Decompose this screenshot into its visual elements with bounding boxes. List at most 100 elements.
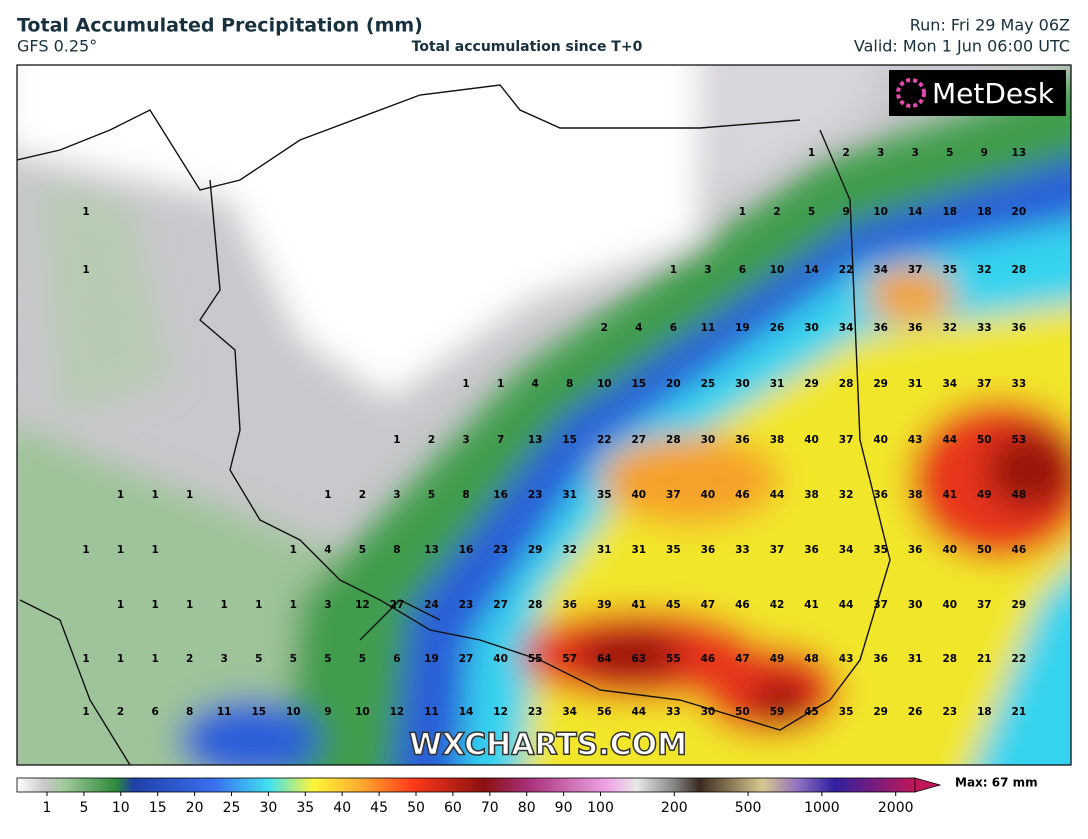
grid-value: 1	[82, 653, 89, 665]
grid-value: 22	[597, 434, 612, 446]
grid-value: 8	[462, 489, 469, 501]
grid-value: 12	[390, 706, 405, 718]
grid-value: 1	[82, 206, 89, 218]
grid-value: 63	[631, 653, 646, 665]
grid-value: 1	[393, 434, 400, 446]
grid-value: 28	[528, 599, 543, 611]
grid-value: 37	[908, 264, 923, 276]
grid-value: 8	[566, 378, 573, 390]
grid-value: 27	[459, 653, 474, 665]
grid-value: 35	[666, 544, 681, 556]
grid-value: 3	[912, 147, 919, 159]
grid-value: 2	[117, 706, 124, 718]
grid-value: 40	[804, 434, 819, 446]
grid-value: 37	[770, 544, 785, 556]
grid-value: 4	[531, 378, 538, 390]
grid-value: 48	[1012, 489, 1027, 501]
grid-value: 14	[908, 206, 923, 218]
grid-value: 1	[151, 599, 158, 611]
grid-value: 4	[635, 322, 642, 334]
grid-value: 6	[151, 706, 158, 718]
grid-value: 14	[459, 706, 474, 718]
borders	[17, 84, 891, 765]
grid-value: 1	[186, 489, 193, 501]
grid-value: 31	[908, 378, 923, 390]
grid-value: 37	[839, 434, 854, 446]
max-label: Max: 67 mm	[955, 776, 1038, 790]
grid-value: 9	[842, 206, 849, 218]
grid-value: 36	[1012, 322, 1027, 334]
logo: MetDesk	[932, 77, 1055, 110]
grid-value: 37	[873, 599, 888, 611]
grid-value: 5	[255, 653, 262, 665]
colorbar-label: 45	[370, 800, 388, 816]
grid-value: 23	[942, 706, 957, 718]
grid-value: 21	[1012, 706, 1027, 718]
grid-value: 6	[393, 653, 400, 665]
grid-value: 16	[459, 544, 474, 556]
grid-value: 24	[424, 599, 439, 611]
grid-value: 34	[562, 706, 577, 718]
grid-value: 33	[1012, 378, 1027, 390]
grid-value: 5	[359, 544, 366, 556]
colorbar-ticks: 1 5 10 15 20 25 30 35 40 45 50 60 70 80 90 100 200 500 100…	[43, 792, 914, 816]
grid-value: 30	[804, 322, 819, 334]
grid-value: 2	[842, 147, 849, 159]
grid-value: 13	[1012, 147, 1027, 159]
grid-value: 57	[562, 653, 577, 665]
grid-value: 1	[290, 544, 297, 556]
grid-value: 34	[942, 378, 957, 390]
grid-value: 22	[1012, 653, 1027, 665]
grid-value: 5	[324, 653, 331, 665]
colorbar-label: 5	[79, 800, 88, 816]
grid-value: 36	[873, 322, 888, 334]
grid-value: 41	[804, 599, 819, 611]
grid-value: 13	[528, 434, 543, 446]
grid-value: 35	[942, 264, 957, 276]
grid-value: 1	[151, 653, 158, 665]
grid-value: 5	[428, 489, 435, 501]
grid-value: 2	[359, 489, 366, 501]
grid-value: 28	[839, 378, 854, 390]
run: Run: Fri 29 May 06Z	[910, 16, 1070, 35]
grid-value: 3	[393, 489, 400, 501]
grid-value: 44	[631, 706, 646, 718]
grid-value: 35	[839, 706, 854, 718]
values-layer: 1 2 3 3 5 9 131 1 2 5 9 10 14 18 18 201 1 3 6 10 14 22 34 37 35 3…	[82, 147, 1026, 718]
grid-value: 1	[151, 544, 158, 556]
grid-value: 1	[462, 378, 469, 390]
grid-value: 14	[804, 264, 819, 276]
grid-value: 10	[597, 378, 612, 390]
grid-value: 42	[770, 599, 785, 611]
grid-value: 5	[290, 653, 297, 665]
precip-field	[17, 65, 1071, 765]
colorbar-label: 100	[587, 800, 614, 816]
grid-value: 50	[977, 434, 992, 446]
map-frame	[16, 64, 1072, 766]
grid-value: 43	[908, 434, 923, 446]
grid-value: 47	[701, 599, 716, 611]
grid-value: 1	[117, 489, 124, 501]
grid-value: 2	[186, 653, 193, 665]
grid-value: 56	[597, 706, 612, 718]
grid-value: 32	[839, 489, 854, 501]
colorbar-label: 90	[555, 800, 573, 816]
grid-value: 31	[770, 378, 785, 390]
grid-value: 9	[324, 706, 331, 718]
grid-value: 13	[424, 544, 439, 556]
grid-value: 32	[942, 322, 957, 334]
grid-value: 64	[597, 653, 612, 665]
grid-value: 1	[82, 706, 89, 718]
grid-value: 1	[739, 206, 746, 218]
grid-value: 15	[251, 706, 266, 718]
colorbar-label: 1000	[804, 800, 840, 816]
colorbar-label: 30	[259, 800, 277, 816]
grid-value: 28	[666, 434, 681, 446]
grid-value: 36	[701, 544, 716, 556]
logo-icon	[896, 78, 926, 108]
colorbar-label: 40	[333, 800, 351, 816]
grid-value: 36	[873, 489, 888, 501]
grid-value: 40	[942, 544, 957, 556]
colorbar	[16, 777, 916, 793]
